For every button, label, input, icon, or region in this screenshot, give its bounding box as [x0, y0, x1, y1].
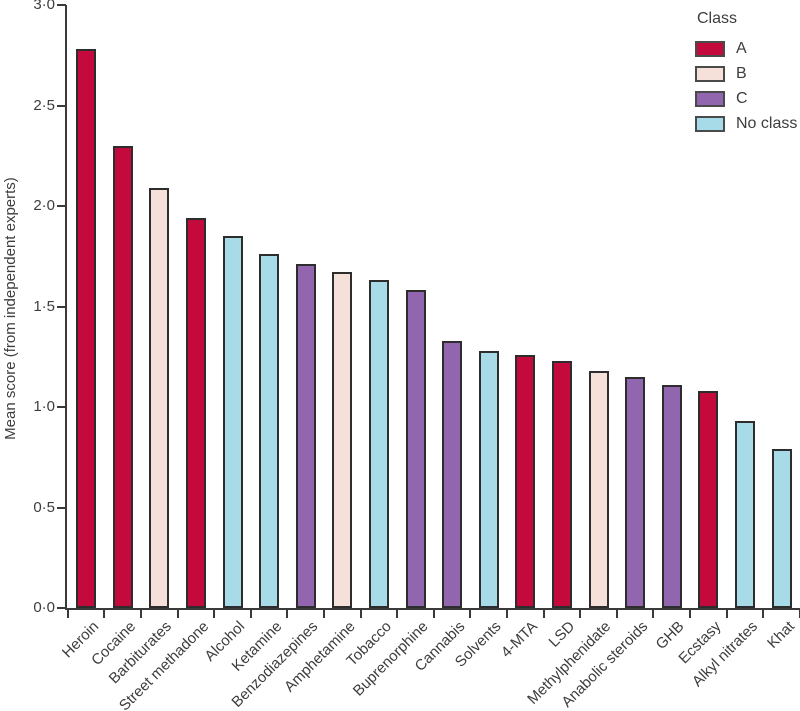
bar-cannabis — [442, 341, 463, 608]
bar-benzodiazepines — [295, 264, 316, 608]
bar-methylphenidate — [588, 371, 609, 608]
y-tick-label: 3·0 — [33, 0, 55, 13]
bar-ketamine — [259, 254, 280, 608]
legend-swatch-a — [695, 40, 725, 57]
legend-swatch-c — [695, 90, 725, 107]
bar-anabolic-steroids — [625, 377, 646, 608]
y-tick-1·0 — [57, 406, 66, 408]
x-tick — [286, 610, 289, 618]
x-tick — [249, 610, 252, 618]
bar-cocaine — [112, 146, 133, 608]
x-tick-label-khat: Khat — [763, 618, 798, 652]
y-tick-1·5 — [57, 305, 66, 308]
legend-rows: A B C No class — [695, 36, 797, 136]
x-tick-label-4-mta: 4-MTA — [498, 618, 542, 662]
legend-label-a: A — [736, 39, 747, 57]
legend-item-b: B — [695, 61, 797, 86]
legend-label-c: C — [736, 89, 748, 107]
bar-ecstasy — [698, 391, 719, 608]
x-tick — [469, 610, 472, 618]
y-tick-3·0 — [57, 4, 66, 6]
y-tick-label: 0·5 — [33, 498, 55, 516]
y-tick-label: 2·5 — [33, 96, 55, 114]
y-tick-2·5 — [57, 104, 66, 107]
x-tick — [66, 610, 69, 618]
bar-khat — [771, 449, 792, 608]
bar-ghb — [661, 385, 682, 608]
bar-alkyl-nitrates — [734, 421, 755, 608]
bar-solvents — [478, 351, 499, 608]
x-tick — [396, 610, 399, 618]
legend-item-no-class: No class — [695, 111, 797, 136]
bar-alcohol — [222, 236, 243, 608]
legend-swatch-no-class — [695, 115, 725, 132]
bar-tobacco — [368, 280, 389, 608]
y-tick-label: 1·0 — [33, 398, 55, 415]
y-tick-2·0 — [57, 205, 66, 207]
x-tick — [725, 610, 728, 618]
legend-title: Class — [697, 10, 738, 27]
y-tick-0·5 — [57, 506, 66, 509]
legend-item-a: A — [695, 36, 797, 61]
x-tick — [689, 610, 691, 618]
bar-street-methadone — [185, 218, 206, 608]
y-axis-line — [65, 5, 67, 610]
x-tick — [579, 610, 582, 618]
legend-label-b: B — [736, 64, 747, 82]
bar-buprenorphine — [405, 290, 426, 608]
legend-item-c: C — [695, 86, 797, 111]
x-tick — [615, 610, 618, 618]
x-tick — [506, 610, 508, 618]
x-tick — [213, 610, 216, 618]
y-tick-0·0 — [57, 607, 66, 609]
legend-label-no-class: No class — [736, 114, 798, 132]
x-tick — [103, 610, 106, 618]
y-tick-label: 1·5 — [33, 297, 55, 315]
x-tick — [432, 610, 435, 618]
bar-amphetamine — [332, 272, 353, 608]
bar-lsd — [551, 361, 572, 608]
x-tick — [652, 610, 655, 618]
x-tick — [359, 610, 362, 618]
legend-swatch-b — [695, 65, 725, 82]
x-tick — [762, 610, 765, 618]
x-tick — [323, 610, 325, 618]
legend: Class A B C No class — [695, 10, 797, 136]
x-tick — [176, 610, 179, 618]
bar-barbiturates — [149, 188, 170, 608]
x-tick — [798, 610, 800, 618]
x-tick — [542, 610, 545, 618]
bar-4-mta — [515, 355, 536, 608]
x-tick — [140, 610, 142, 618]
x-axis-line — [65, 608, 800, 610]
bar-heroin — [76, 49, 97, 608]
y-tick-label: 2·0 — [33, 197, 55, 214]
y-tick-label: 0·0 — [33, 599, 55, 616]
